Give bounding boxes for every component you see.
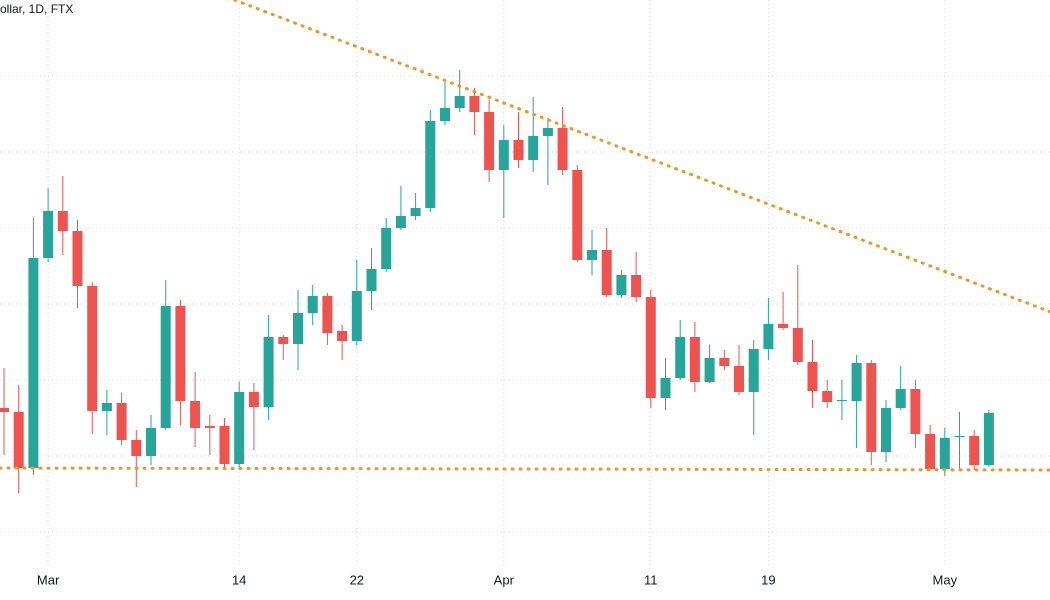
candle-body [778,324,789,328]
candle-body [248,392,259,407]
candle-body [689,337,700,382]
candle-body [881,408,891,452]
candle-body [513,140,524,160]
chart-title: ollar, 1D, FTX [0,2,73,16]
candle-body [160,306,171,428]
candle-body [28,258,39,468]
candle-body [734,366,744,392]
candle-body [645,297,656,398]
x-tick-label: 14 [232,572,246,587]
candle-body [175,306,186,401]
candle-body [675,337,686,378]
trendline [233,0,1050,314]
candle-body [983,413,994,465]
x-tick-label: Mar [37,572,60,587]
candle-body [528,136,539,160]
candle-body [954,436,965,437]
candle-body [87,286,98,411]
candle-body [572,170,583,260]
candle-body [263,337,274,407]
candle-body [395,216,406,228]
candle-body [278,337,289,344]
candle-body [351,291,362,341]
candle-body [807,362,818,391]
candle-body [234,392,245,464]
candle-body [101,403,112,411]
x-tick-label: May [933,572,958,587]
trendline [0,466,1050,472]
x-tick-label: 11 [644,572,658,587]
candle-body [542,128,553,136]
plot: Mar 14 22 Apr 11 19 May [0,0,1050,587]
candle-body [631,275,642,297]
candle-body [146,428,156,456]
candle-body [337,331,348,341]
candle-body [601,250,612,295]
candle-body [116,403,127,440]
candle-body [13,412,24,468]
candle-body [410,208,421,216]
candle-body [498,140,509,170]
candle-body [307,296,318,313]
candle-body [910,389,921,434]
x-tick-label: Apr [494,572,515,587]
candle-body [895,389,906,408]
candle-body [469,96,480,112]
candle-body [381,228,392,269]
candle-body [557,128,568,170]
candle-body [748,349,759,392]
candle-body [792,328,803,362]
candle-body [704,358,715,382]
candle-body [190,401,201,428]
candle-body [939,438,950,469]
candle-body [454,96,465,108]
x-tick-label: 22 [350,572,364,587]
candle-body [322,296,333,333]
candle-body [969,436,980,465]
candle-body [293,313,303,344]
candle-body [660,378,671,398]
candle-body [425,121,436,208]
candle-body [719,358,730,366]
candle-body [43,211,54,258]
candle-body [866,363,877,452]
candle-body [763,324,774,349]
candle-body [57,211,68,231]
candle-body [219,426,230,464]
candle-body [0,408,9,412]
candle-body [925,434,936,469]
candle-body [204,426,215,428]
candle-body [836,400,847,401]
x-tick-label: 19 [761,572,775,587]
candle-body [587,250,597,260]
candle-body [822,391,833,402]
candle-body [131,440,142,456]
candle-body [366,269,377,291]
candle-body [72,231,83,286]
candle-body [484,112,495,170]
candle-body [440,108,450,121]
candle-body [851,363,862,401]
candle-body [616,275,627,295]
